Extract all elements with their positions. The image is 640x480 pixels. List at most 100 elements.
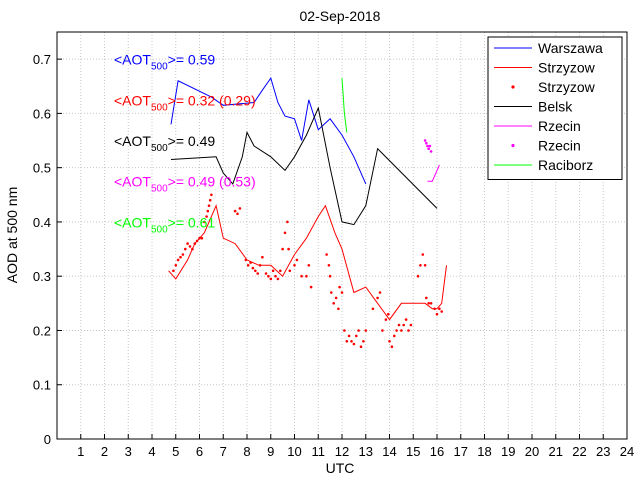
data-point <box>249 261 252 264</box>
series-line-rzecin <box>427 164 440 182</box>
x-tick-label: 18 <box>477 444 491 459</box>
data-point <box>362 340 365 343</box>
data-point <box>307 264 311 267</box>
data-point <box>438 307 441 311</box>
data-point <box>340 291 344 294</box>
data-point <box>258 264 262 267</box>
annotation-value: >= 0.49 <box>168 133 216 149</box>
data-point <box>357 329 360 332</box>
data-point <box>176 258 180 262</box>
annotation-subscript: 500 <box>151 62 168 73</box>
annotation-subscript: 500 <box>151 184 168 195</box>
data-point <box>179 255 182 259</box>
data-point <box>404 318 408 321</box>
data-point <box>205 215 208 218</box>
y-axis-label: AOD at 500 nm <box>4 187 20 284</box>
data-point <box>378 291 382 294</box>
series-line-raciborz <box>341 78 348 133</box>
data-point <box>233 209 237 213</box>
x-tick-label: 7 <box>220 444 227 459</box>
data-point <box>355 334 358 338</box>
x-tick-label: 3 <box>125 444 132 459</box>
data-point <box>400 329 403 332</box>
x-tick-label: 23 <box>596 444 610 459</box>
data-point <box>423 264 427 267</box>
x-tick-label: 21 <box>549 444 563 459</box>
data-point <box>407 329 410 332</box>
x-tick-label: 16 <box>430 444 444 459</box>
data-point <box>397 323 401 327</box>
data-point <box>387 312 390 316</box>
data-point <box>371 307 375 311</box>
data-point <box>334 296 338 300</box>
x-tick-label: 1 <box>77 444 84 459</box>
aot-annotation: <AOT500>= 0.59 <box>114 52 215 73</box>
data-point <box>281 247 284 251</box>
y-tick-label: 0.6 <box>33 106 51 121</box>
series-layer <box>168 76 447 349</box>
data-point <box>350 340 353 343</box>
data-point <box>251 266 255 270</box>
x-tick-label: 11 <box>312 444 326 459</box>
data-point <box>345 340 349 343</box>
data-point <box>188 245 192 248</box>
x-tick-label: 2 <box>101 444 108 459</box>
annotation-subscript: 500 <box>151 224 168 235</box>
y-tick-label: 0.2 <box>33 323 51 338</box>
data-point <box>283 231 287 235</box>
data-point <box>264 272 268 275</box>
y-tick-label: 0.3 <box>33 269 51 284</box>
x-tick-label: 5 <box>172 444 179 459</box>
data-point <box>210 193 213 197</box>
annotations: <AOT500>= 0.59<AOT500>= 0.32 (0.29)<AOT5… <box>114 52 256 236</box>
data-point <box>425 296 428 300</box>
data-point <box>381 329 384 332</box>
data-point <box>256 272 260 275</box>
data-point <box>206 209 210 213</box>
data-point <box>293 264 296 267</box>
legend-label: Warszawa <box>538 40 603 56</box>
y-tick-label: 0.5 <box>33 161 51 176</box>
data-point <box>184 247 187 251</box>
y-tick-label: 0 <box>44 432 51 447</box>
data-point <box>207 204 211 207</box>
data-point <box>390 345 394 349</box>
data-point <box>347 334 351 338</box>
y-tick-label: 0.4 <box>33 215 51 230</box>
legend-swatch-dot <box>511 143 515 148</box>
x-tick-label: 4 <box>148 444 155 459</box>
data-point <box>423 139 427 142</box>
data-point <box>429 150 433 153</box>
data-point <box>440 310 444 313</box>
annotation-prefix: <AOT <box>114 174 151 190</box>
annotation-subscript: 500 <box>151 102 168 113</box>
x-tick-label: 17 <box>454 444 468 459</box>
data-point <box>174 264 178 267</box>
annotation-value: >= 0.49 (0.53) <box>168 174 256 190</box>
x-tick-label: 8 <box>243 444 250 459</box>
data-point <box>198 236 201 240</box>
series-points-strzyzow <box>172 193 444 349</box>
series-line-strzyzow <box>168 204 447 321</box>
x-tick-label: 15 <box>406 444 420 459</box>
data-point <box>238 207 242 210</box>
data-point <box>200 236 204 240</box>
x-axis-label: UTC <box>326 460 355 476</box>
annotation-prefix: <AOT <box>114 52 151 68</box>
x-tick-label: 13 <box>359 444 373 459</box>
series-line-belsk <box>170 106 438 226</box>
data-point <box>191 247 194 251</box>
data-point <box>384 318 388 321</box>
x-tick-label: 22 <box>572 444 586 459</box>
data-point <box>276 277 280 281</box>
data-point <box>364 329 368 332</box>
legend-label: Belsk <box>538 99 573 115</box>
data-point <box>425 141 428 145</box>
data-point <box>287 247 290 251</box>
legend-label: Raciborz <box>538 157 593 173</box>
data-point <box>427 302 431 305</box>
data-point <box>359 345 363 349</box>
data-point <box>203 220 206 224</box>
data-point <box>274 274 277 278</box>
